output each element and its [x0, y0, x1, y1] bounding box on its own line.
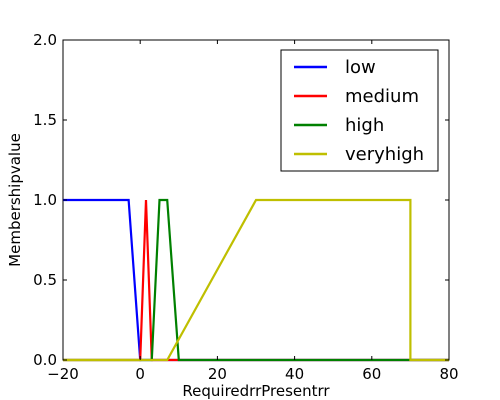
- axis-ticks: −20 0 20 40 60 80 0.0 0.5 1.0 1.5 2.0: [33, 31, 458, 383]
- legend-label-high: high: [345, 115, 384, 136]
- y-tick-label: 1.5: [33, 111, 57, 129]
- x-tick-label: 60: [362, 365, 381, 383]
- legend-label-low: low: [345, 57, 376, 78]
- y-tick-label: 2.0: [33, 31, 57, 49]
- x-tick-label: 0: [135, 365, 145, 383]
- legend: low medium high veryhigh: [280, 49, 439, 172]
- y-tick-label: 0.5: [33, 271, 57, 289]
- x-tick-label: 20: [208, 365, 227, 383]
- x-tick-label: 80: [439, 365, 458, 383]
- x-tick-label: −20: [47, 365, 79, 383]
- legend-box: [280, 49, 439, 172]
- x-axis-title: RequiredrrPresentrr: [182, 382, 330, 400]
- y-axis-title: Membershipvalue: [6, 133, 24, 267]
- y-tick-label: 1.0: [33, 191, 57, 209]
- x-tick-label: 40: [285, 365, 304, 383]
- legend-label-medium: medium: [345, 86, 419, 107]
- y-tick-label: 0.0: [33, 351, 57, 369]
- series-line-veryhigh: [63, 198, 449, 362]
- legend-label-veryhigh: veryhigh: [345, 144, 424, 165]
